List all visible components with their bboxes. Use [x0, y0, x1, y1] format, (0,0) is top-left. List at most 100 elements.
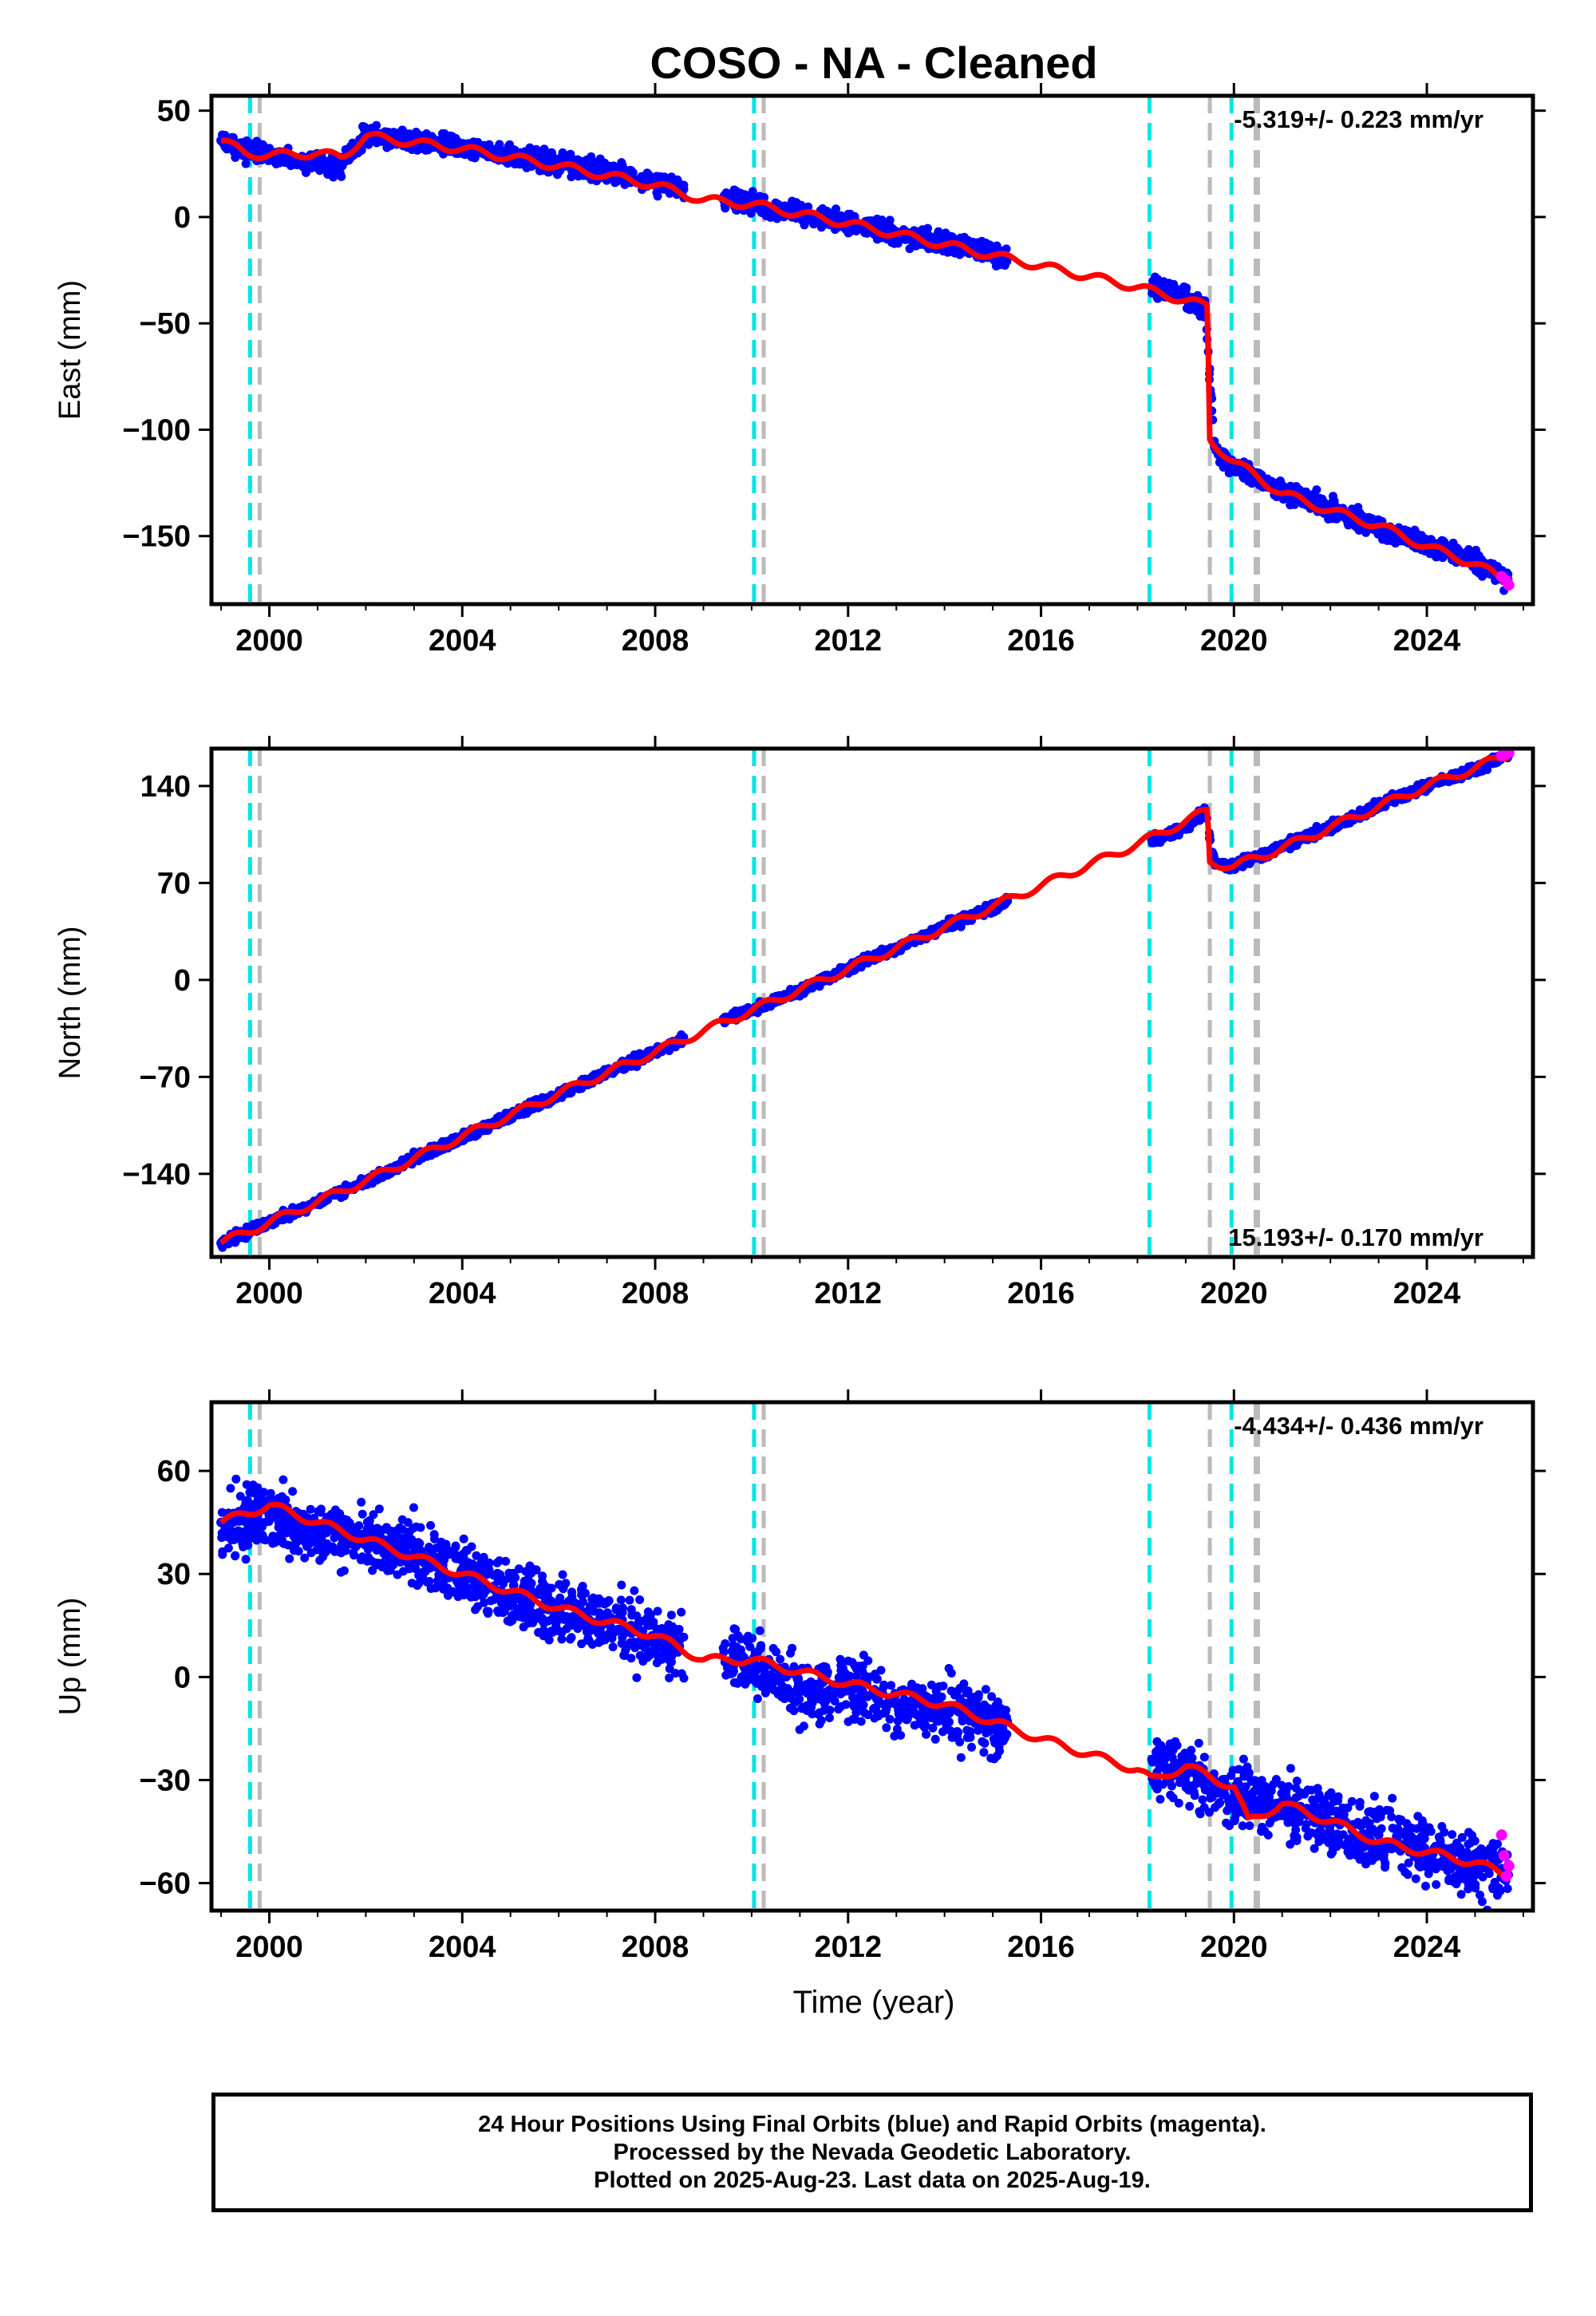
- position-point: [736, 192, 745, 202]
- y-tick-label: −140: [122, 1158, 191, 1192]
- position-point: [816, 223, 826, 232]
- position-point: [1493, 562, 1503, 571]
- x-tick-label: 2016: [1007, 1277, 1075, 1310]
- up-panel: 2000 2004 2008 2012 2016 2020 202460300−30−60U…: [53, 1389, 1546, 1964]
- position-point: [543, 151, 552, 160]
- plot-area: [216, 96, 1515, 604]
- x-tick-label: 2020: [1200, 1277, 1268, 1310]
- position-point: [337, 160, 347, 171]
- plot-frame: [209, 93, 1535, 607]
- x-tick-label: 2008: [622, 1277, 689, 1310]
- model-fit-line: [221, 130, 1511, 589]
- position-point: [1315, 496, 1325, 506]
- y-tick-label: 0: [174, 201, 191, 235]
- position-point: [872, 219, 882, 228]
- position-point: [1328, 514, 1337, 524]
- position-point: [590, 160, 599, 170]
- position-point: [1464, 548, 1473, 558]
- position-point: [414, 142, 424, 152]
- position-point: [766, 213, 776, 222]
- position-point: [901, 235, 911, 244]
- position-point: [452, 136, 461, 145]
- position-point: [617, 1580, 626, 1590]
- model-fit-line: [219, 754, 1510, 1246]
- y-tick-label: −150: [122, 520, 191, 554]
- north-panel: 2000 2004 2008 2012 2016 2020 2024140700−70−14…: [53, 736, 1546, 1310]
- position-point: [558, 148, 567, 157]
- position-point: [1402, 526, 1412, 536]
- x-tick-label: 2012: [815, 1277, 883, 1310]
- y-tick-label: −50: [140, 307, 191, 341]
- position-point: [341, 1180, 350, 1190]
- final-orbit-points: [216, 121, 1513, 595]
- plot-area: [216, 749, 1515, 1257]
- rapid-orbit-point: [1503, 579, 1515, 591]
- position-point: [1308, 490, 1317, 500]
- y-axis-label: North (mm): [53, 926, 87, 1079]
- y-tick-label: −70: [140, 1061, 191, 1094]
- y-axis-label: East (mm): [53, 280, 87, 420]
- position-point: [241, 159, 251, 168]
- position-point: [306, 164, 316, 173]
- x-tick-label: 2008: [622, 624, 689, 658]
- position-point: [653, 192, 662, 201]
- position-point: [469, 151, 479, 160]
- position-point: [558, 1570, 567, 1579]
- position-point: [306, 1504, 315, 1514]
- position-point: [323, 170, 333, 179]
- position-point: [1432, 1879, 1441, 1889]
- position-point: [1162, 283, 1171, 292]
- position-point: [1295, 485, 1305, 495]
- velocity-label: 15.193+/- 0.170 mm/yr: [1228, 1223, 1483, 1251]
- east-panel: 2000 2004 2008 2012 2016 2020 2024500−50−100−1…: [53, 83, 1546, 658]
- position-point: [843, 209, 853, 219]
- position-point: [229, 148, 239, 157]
- position-point: [1190, 303, 1199, 313]
- position-point: [469, 1131, 479, 1140]
- position-point: [403, 129, 413, 139]
- position-point: [1147, 835, 1157, 845]
- rapid-orbit-point: [1503, 749, 1515, 759]
- position-point: [729, 185, 739, 195]
- position-point: [312, 156, 322, 167]
- y-tick-label: 70: [157, 867, 191, 900]
- x-tick-label: 2016: [1007, 624, 1075, 658]
- x-tick-label: 2020: [1200, 624, 1268, 658]
- position-point: [1456, 547, 1465, 557]
- y-tick-label: 50: [157, 95, 191, 128]
- position-point: [1470, 549, 1479, 559]
- position-point: [337, 172, 346, 181]
- velocity-label: -5.319+/- 0.223 mm/yr: [1234, 105, 1483, 133]
- position-point: [412, 128, 421, 136]
- position-point: [885, 215, 895, 225]
- position-point: [1290, 500, 1299, 509]
- final-orbit-points: [216, 749, 1513, 1252]
- plot-area: [216, 1402, 1515, 1911]
- position-point: [438, 128, 447, 138]
- position-point: [492, 144, 502, 153]
- plot-frame: [209, 746, 1535, 1259]
- position-point: [1440, 538, 1449, 547]
- y-tick-label: −100: [122, 413, 191, 447]
- position-point: [1347, 520, 1357, 529]
- position-point: [799, 215, 808, 225]
- x-tick-label: 2024: [1393, 624, 1461, 658]
- position-point: [574, 1085, 583, 1093]
- x-tick-label: 2004: [429, 624, 496, 658]
- position-point: [843, 228, 853, 238]
- position-point: [519, 159, 528, 168]
- x-tick-label: 2000: [235, 1277, 303, 1310]
- position-point: [1244, 859, 1254, 868]
- position-point: [666, 1611, 676, 1620]
- position-point: [337, 1192, 346, 1202]
- x-tick-label: 2024: [1393, 1277, 1461, 1310]
- position-point: [860, 227, 869, 237]
- position-point: [766, 1002, 776, 1011]
- x-tick-label: 2012: [815, 624, 883, 658]
- y-tick-label: 140: [140, 770, 191, 804]
- y-tick-label: 0: [174, 964, 191, 998]
- position-point: [617, 158, 626, 168]
- position-point: [1308, 826, 1317, 836]
- position-point: [328, 164, 338, 172]
